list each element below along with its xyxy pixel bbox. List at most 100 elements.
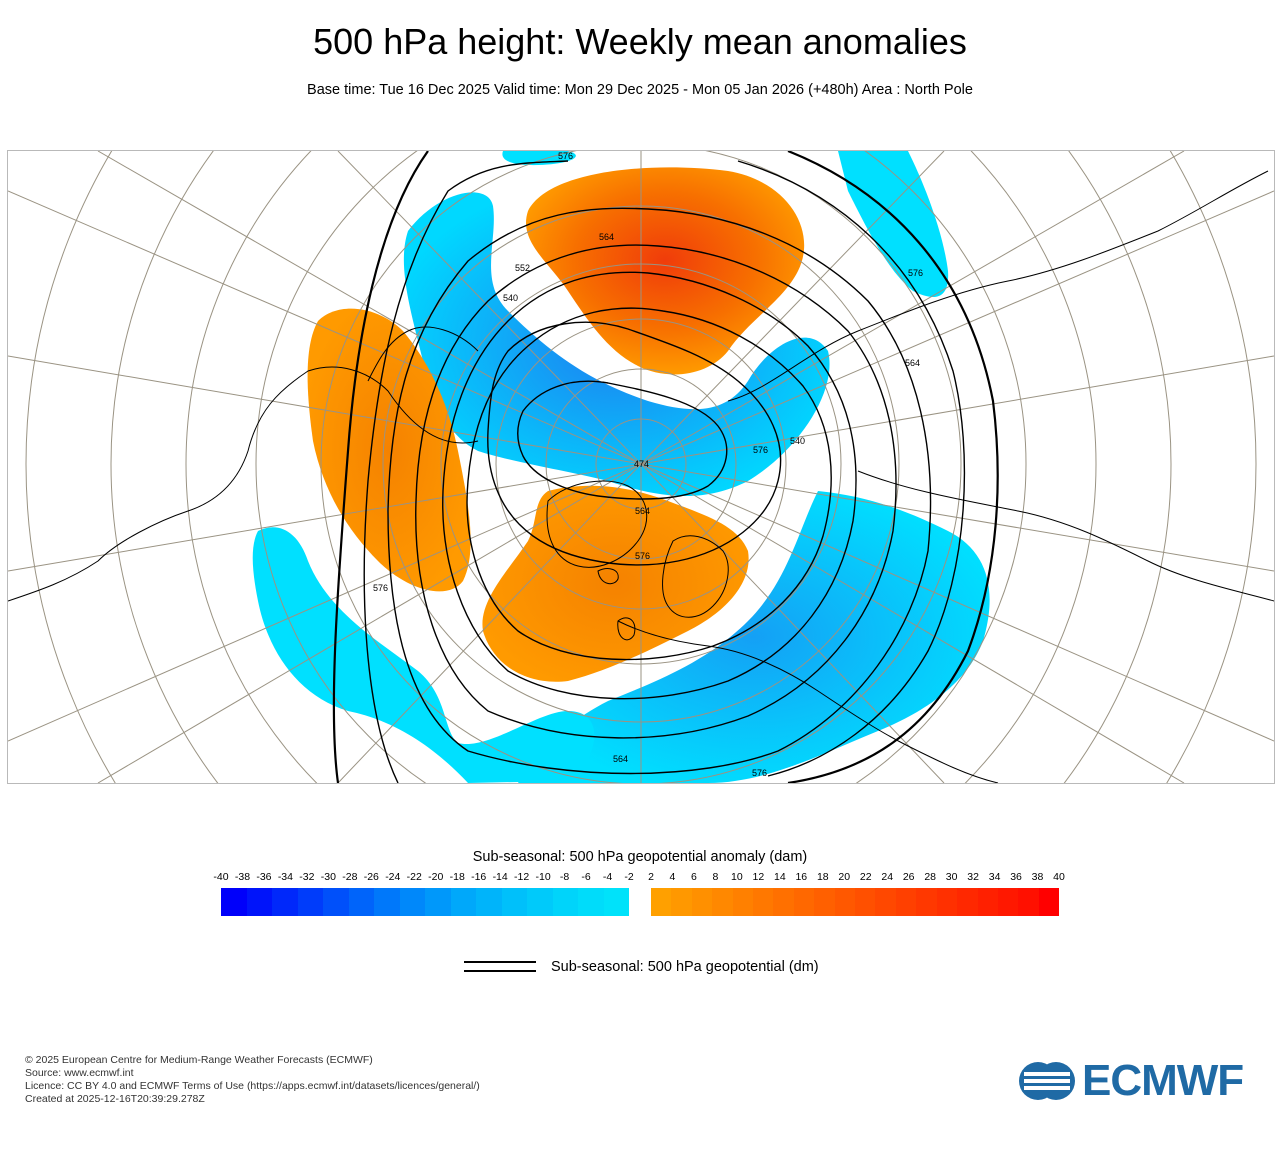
colorbar-tick-label: 26	[902, 871, 915, 883]
page-title: 500 hPa height: Weekly mean anomalies	[313, 21, 967, 62]
contour-534	[517, 380, 728, 500]
polar-map: 576 564 552 540 576 564 576 540 564 576 …	[8, 151, 1274, 783]
colorbar-tick-label: -18	[449, 871, 465, 883]
map-panel: 576 564 552 540 576 564 576 540 564 576 …	[7, 150, 1275, 784]
contour-label: 564	[905, 358, 920, 368]
coastline-iceland	[597, 568, 619, 585]
footer-source: Source: www.ecmwf.int	[25, 1067, 134, 1079]
colorbar-tick-label: -22	[406, 871, 422, 883]
contour-570	[363, 160, 966, 783]
contour-label: 540	[790, 436, 805, 446]
colorbar-tick-label: 40	[1053, 871, 1065, 883]
contour-label: 576	[908, 268, 923, 278]
colorbar-tick-label: -30	[320, 871, 336, 883]
coastline-asia	[727, 170, 1269, 402]
contour-label: 564	[599, 232, 614, 242]
colorbar-tick-label: 8	[712, 871, 719, 883]
geopotential-contours	[332, 151, 999, 783]
colorbar-swatch	[527, 888, 553, 916]
contour-legend-label: Sub-seasonal: 500 hPa geopotential (dm)	[551, 959, 819, 975]
colorbar-tick-label: -16	[471, 871, 487, 883]
colorbar-tick-label: -28	[342, 871, 358, 883]
colorbar-tick-label: 14	[773, 871, 786, 883]
colorbar-title: Sub-seasonal: 500 hPa geopotential anoma…	[472, 849, 808, 865]
colorbar-tick-label: 38	[1031, 871, 1044, 883]
colorbar-tick-label: 22	[859, 871, 872, 883]
colorbar-swatch	[323, 888, 349, 916]
colorbar-positive	[651, 888, 1060, 916]
colorbar-swatch	[997, 888, 1019, 916]
contour-legend-swatch	[464, 961, 536, 979]
contour-546	[466, 307, 832, 661]
ecmwf-logo-icon	[1019, 1062, 1075, 1100]
colorbar-tick-label: -38	[234, 871, 251, 883]
colorbar-tick-label: 30	[945, 871, 958, 883]
contour-label: 576	[635, 551, 650, 561]
colorbar-swatch	[936, 888, 958, 916]
contour-564	[387, 207, 932, 775]
colorbar-swatch	[732, 888, 754, 916]
colorbar-tick-label: -40	[213, 871, 229, 883]
colorbar-tick-label: -4	[602, 871, 613, 883]
colorbar-swatch	[476, 888, 502, 916]
contour-label: 576	[373, 583, 388, 593]
colorbar-swatch	[425, 888, 451, 916]
colorbar-tick-label: 6	[691, 871, 697, 883]
colorbar-tick-label: -10	[535, 871, 551, 883]
colorbar-swatch	[552, 888, 578, 916]
colorbar-swatch	[773, 888, 794, 916]
contour-label: 576	[753, 445, 768, 455]
colorbar-swatch	[814, 888, 835, 916]
colorbar-tick-label: 10	[731, 871, 743, 883]
contour-label: 564	[635, 506, 650, 516]
colorbar-swatch	[753, 888, 774, 916]
coastlines	[8, 170, 1274, 783]
colorbar-swatch	[671, 888, 692, 916]
contour-540	[487, 321, 782, 566]
coastline-greenland	[546, 480, 648, 568]
colorbar-tick-label: -20	[428, 871, 444, 883]
footer-credits: © 2025 European Centre for Medium-Range …	[25, 1054, 480, 1106]
colorbar-tick-label: -12	[514, 871, 530, 883]
colorbar-swatch	[793, 888, 815, 916]
negative-anomaly-west-pacific	[252, 527, 595, 783]
colorbar-tick-label: 20	[838, 871, 851, 883]
colorbar-swatch	[977, 888, 998, 916]
colorbar-tick-label: -32	[299, 871, 315, 883]
positive-anomaly-north-america	[307, 308, 471, 592]
colorbar-swatch	[578, 888, 604, 916]
contour-label: 564	[613, 754, 628, 764]
contour-558	[415, 244, 897, 739]
colorbar-tick-label: -6	[581, 871, 591, 883]
footer-licence: Licence: CC BY 4.0 and ECMWF Terms of Us…	[25, 1080, 480, 1092]
coastline-asia-south	[857, 470, 1274, 602]
colorbar-swatch	[957, 888, 978, 916]
pole-label: 474	[634, 459, 649, 469]
negative-anomaly-areas	[252, 151, 990, 783]
colorbar-swatch	[221, 888, 247, 916]
contour-label: 576	[558, 151, 573, 161]
colorbar-swatch	[712, 888, 733, 916]
page-subtitle: Base time: Tue 16 Dec 2025 Valid time: M…	[307, 82, 973, 98]
colorbar-tick-labels: -40 -38 -36 -34 -32 -30 -28 -26 -24 -22 -20 -18 -16-…	[0, 871, 1280, 885]
colorbar-swatch	[855, 888, 876, 916]
colorbar-swatch	[875, 888, 896, 916]
ecmwf-logo-text: ECMWF	[1082, 1056, 1244, 1105]
colorbar-tick-label: -26	[363, 871, 379, 883]
contour-labels: 576 564 552 540 576 564 576 540 564 576 …	[373, 151, 923, 778]
positive-anomaly-aleutian-high	[526, 167, 805, 375]
colorbar-swatch	[916, 888, 937, 916]
colorbar-tick-label: 32	[967, 871, 979, 883]
contour-576-outer	[332, 151, 999, 783]
negative-anomaly-north-pacific	[403, 192, 830, 496]
colorbar-tick-label: 4	[669, 871, 676, 883]
coastline-north-america	[8, 366, 479, 602]
colorbar-swatch	[1038, 888, 1060, 916]
colorbar-swatch	[348, 888, 374, 916]
colorbar-tick-label: -8	[559, 871, 570, 883]
colorbar-swatch	[246, 888, 272, 916]
colorbar-swatch	[691, 888, 713, 916]
contour-label: 540	[503, 293, 518, 303]
coastline-british-isles	[617, 617, 636, 641]
colorbar-tick-label: 16	[795, 871, 808, 883]
